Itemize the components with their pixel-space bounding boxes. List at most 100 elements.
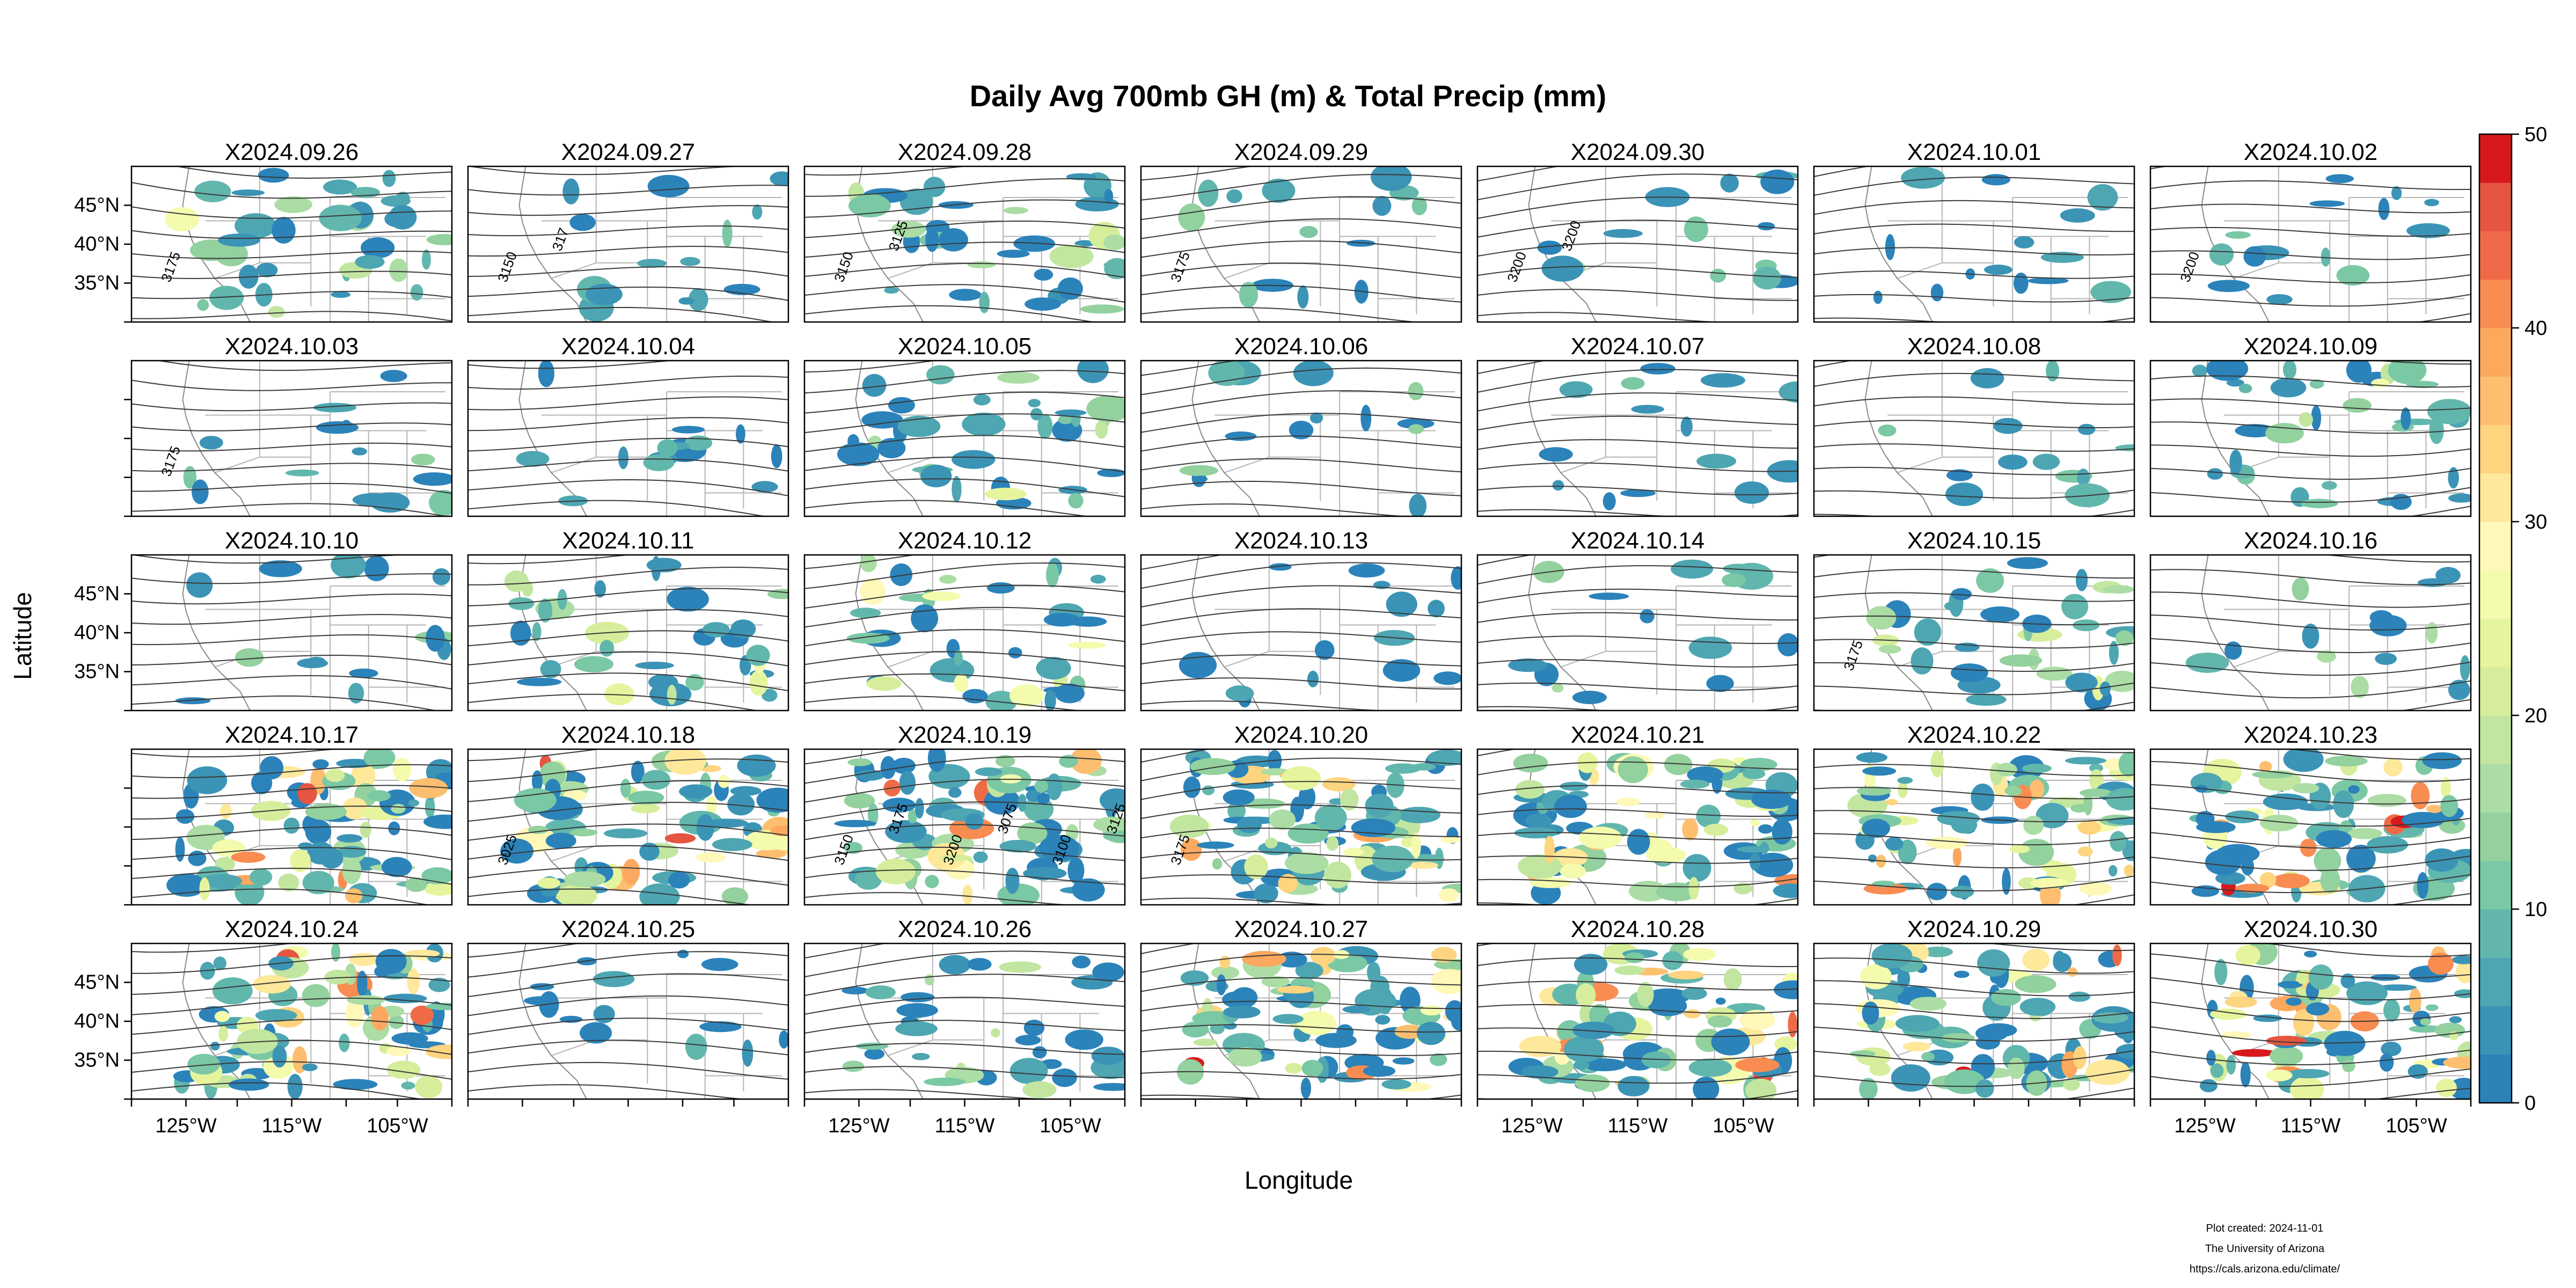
precip-cell xyxy=(2426,622,2438,644)
panel-title: X2024.10.09 xyxy=(2244,333,2378,360)
map-panel: X2024.10.26 125°W 115°W 105°W xyxy=(803,916,1126,1137)
precip-cell xyxy=(1668,970,1704,979)
precip-cell xyxy=(188,851,207,866)
precip-cell xyxy=(187,766,228,794)
precip-cell xyxy=(363,749,396,769)
height-contour xyxy=(468,500,767,516)
colorbar-tick-label: 10 xyxy=(2524,898,2547,921)
height-contour xyxy=(131,867,452,885)
height-contour xyxy=(2150,180,2471,191)
precip-cell xyxy=(939,228,969,252)
height-contour xyxy=(804,629,1125,647)
precip-cell xyxy=(1553,848,1588,867)
height-contour xyxy=(1477,219,1798,238)
precip-cell xyxy=(592,971,635,987)
precip-cell xyxy=(888,397,915,414)
precip-cell xyxy=(1285,1063,1302,1074)
precip-cell xyxy=(1862,1001,1879,1025)
precip-cell xyxy=(1521,1065,1558,1079)
panel-title: X2024.10.04 xyxy=(561,333,696,360)
precip-cell xyxy=(1930,283,1944,302)
precip-cell xyxy=(2023,815,2044,835)
precip-cell xyxy=(2238,384,2252,393)
precip-cell xyxy=(751,481,778,493)
precip-cell xyxy=(2112,945,2122,967)
colorbar-segment xyxy=(2479,957,2512,1006)
precip-cell xyxy=(762,689,778,702)
panel-map-layer xyxy=(1814,943,2134,1099)
precip-cell xyxy=(2277,980,2303,989)
precip-cell xyxy=(1104,189,1114,204)
height-contour xyxy=(804,651,1125,667)
precip-cell xyxy=(2427,953,2454,975)
precip-cell xyxy=(2060,208,2095,223)
precip-cell xyxy=(316,421,359,434)
precip-cell xyxy=(1641,1051,1671,1069)
precip-cell xyxy=(954,650,963,667)
panel-frame xyxy=(1813,165,2135,323)
precip-cell xyxy=(954,674,969,692)
precip-cell xyxy=(2371,378,2389,388)
height-contour xyxy=(468,437,788,452)
precip-cell xyxy=(1944,1069,1985,1094)
height-contour xyxy=(1477,588,1798,604)
height-contour xyxy=(1141,367,1461,396)
precip-cell xyxy=(1278,874,1298,893)
colorbar-segment xyxy=(2479,1054,2512,1103)
precip-cell xyxy=(423,814,452,829)
precip-cell xyxy=(1309,412,1323,424)
precip-cell xyxy=(1734,481,1769,504)
precip-cell xyxy=(2429,416,2444,444)
precip-cell xyxy=(1515,780,1545,799)
precip-cell xyxy=(1090,574,1106,584)
height-contour xyxy=(804,801,1125,822)
precip-cell xyxy=(2283,749,2324,772)
height-contour xyxy=(131,482,452,494)
precip-cell xyxy=(1008,647,1022,658)
precip-cell xyxy=(349,668,378,678)
precip-cell xyxy=(847,758,872,766)
precip-cell xyxy=(2014,236,2035,248)
precip-cell xyxy=(1909,997,1947,1011)
precip-cell xyxy=(517,677,562,686)
precip-cell xyxy=(1856,786,1892,796)
precip-cell xyxy=(2409,988,2421,1013)
precip-cell xyxy=(2309,200,2345,207)
lon-tick-label: 115°W xyxy=(2281,1115,2341,1137)
height-contour xyxy=(131,463,452,472)
precip-cell xyxy=(1428,599,1445,618)
state-boundary xyxy=(1224,456,1270,473)
precip-cell xyxy=(2109,831,2127,852)
panel-map-layer xyxy=(2150,749,2471,905)
precip-cell xyxy=(1277,985,1313,994)
state-boundary xyxy=(1560,456,1606,473)
precip-cell xyxy=(2046,361,2060,382)
height-contour xyxy=(1477,243,1798,257)
height-contour xyxy=(1477,415,1798,431)
precip-cell xyxy=(1952,846,1962,867)
precip-cell xyxy=(504,570,529,592)
panel-map-layer xyxy=(1814,361,2134,516)
precip-cell xyxy=(631,803,660,814)
precip-cell xyxy=(604,683,634,706)
precip-cell xyxy=(1926,883,1948,901)
colorbar-tick-label: 50 xyxy=(2524,123,2547,146)
precip-cell xyxy=(1297,285,1309,309)
precip-cell xyxy=(2348,785,2360,794)
precip-cell xyxy=(1981,174,2010,186)
website-url[interactable]: https://cals.arizona.edu/climate/ xyxy=(2189,1263,2340,1275)
precip-cell xyxy=(1779,381,1798,403)
precip-cell xyxy=(2027,277,2069,284)
precip-cell xyxy=(386,1046,411,1056)
precip-cell xyxy=(1093,816,1125,832)
height-contour xyxy=(1477,808,1798,817)
map-panel: X2024.10.10 45°N 40°N 35°N xyxy=(74,528,453,712)
precip-cell xyxy=(1411,832,1421,859)
precip-cell xyxy=(604,828,648,839)
precip-cell xyxy=(348,683,364,704)
map-panel: X2024.10.23 xyxy=(2149,722,2472,906)
precip-cell xyxy=(2302,624,2319,649)
precip-cell xyxy=(908,809,917,824)
coastline xyxy=(1528,555,1597,711)
